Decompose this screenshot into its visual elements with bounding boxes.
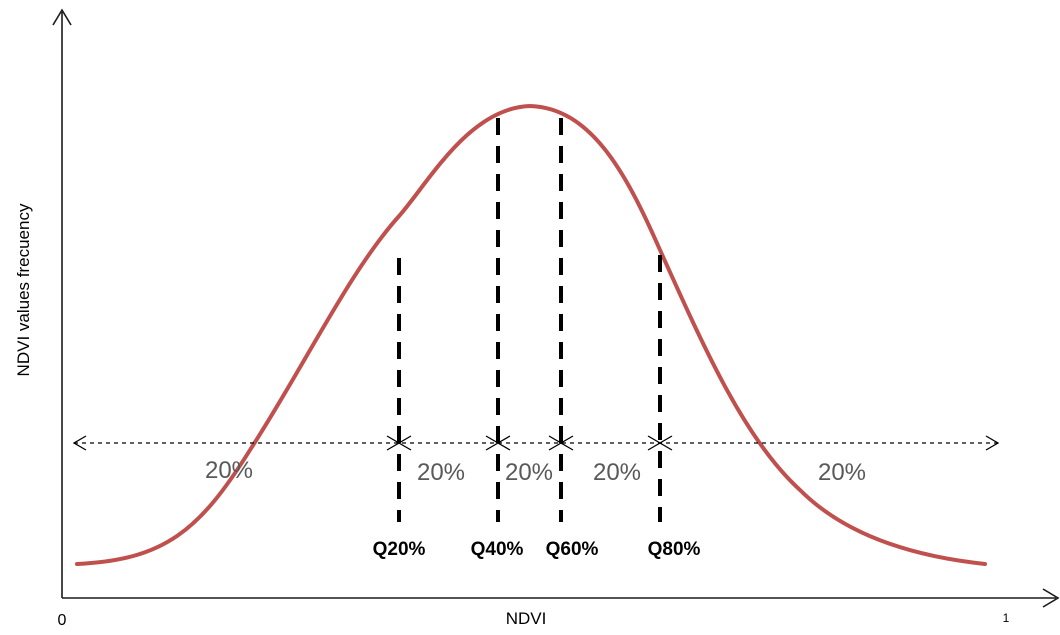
- segment-label-3: 20%: [505, 459, 553, 486]
- range-arrows: [72, 435, 1000, 451]
- segment-label-5: 20%: [818, 459, 866, 486]
- segment-label-4: 20%: [593, 459, 641, 486]
- x-axis-max-label: 1: [1003, 611, 1010, 625]
- range-arrowhead-q40-right: [496, 435, 511, 451]
- x-axis-arrowhead: [1042, 588, 1060, 608]
- y-axis-title: NDVI values frecuency: [14, 203, 33, 376]
- range-arrowhead-right: [985, 435, 1000, 451]
- segment-labels: 20% 20% 20% 20% 20%: [205, 457, 866, 486]
- segment-label-1: 20%: [205, 457, 253, 484]
- y-axis-arrowhead: [52, 8, 72, 26]
- axis-labels: NDVI NDVI values frecuency 0 1: [14, 203, 1010, 629]
- quantile-label-q20: Q20%: [373, 539, 426, 560]
- range-arrowhead-left: [72, 435, 87, 451]
- quantile-labels: Q20% Q40% Q60% Q80%: [373, 539, 701, 560]
- segment-label-2: 20%: [417, 459, 465, 486]
- x-axis-min-label: 0: [58, 612, 67, 629]
- quantile-label-q40: Q40%: [471, 539, 524, 560]
- axes: [52, 8, 1060, 608]
- distribution-curve: [75, 104, 987, 566]
- quantile-label-q60: Q60%: [546, 539, 599, 560]
- range-arrowhead-q80-right: [658, 435, 673, 451]
- quantile-lines: [397, 118, 662, 522]
- range-arrowhead-q20-right: [397, 435, 412, 451]
- x-axis-title: NDVI: [506, 609, 547, 628]
- range-arrowhead-q60-right: [559, 435, 574, 451]
- quantile-label-q80: Q80%: [648, 539, 701, 560]
